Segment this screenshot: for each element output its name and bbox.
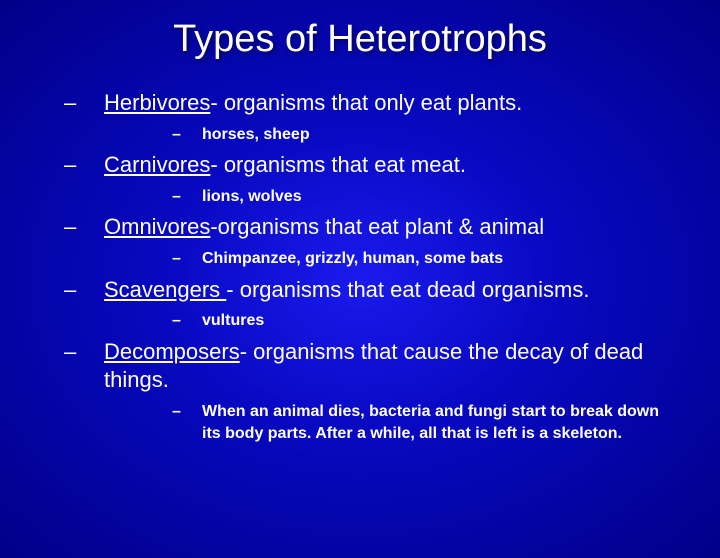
bullet-dash: – [64,151,104,180]
term: Herbivores [104,90,210,115]
sub-bullet-dash: – [172,186,202,208]
item-text: Carnivores- organisms that eat meat. [104,151,680,180]
content-area: – Herbivores- organisms that only eat pl… [0,89,720,444]
definition: - organisms that only eat plants. [210,90,522,115]
item-row: – Scavengers - organisms that eat dead o… [64,276,680,305]
list-item: – Omnivores-organisms that eat plant & a… [64,213,680,269]
sub-text: horses, sheep [202,124,680,146]
sub-text: vultures [202,310,680,332]
item-text: Herbivores- organisms that only eat plan… [104,89,680,118]
item-row: – Carnivores- organisms that eat meat. [64,151,680,180]
bullet-dash: – [64,89,104,118]
list-item: – Decomposers- organisms that cause the … [64,338,680,444]
sub-row: – Chimpanzee, grizzly, human, some bats [172,248,680,270]
item-row: – Decomposers- organisms that cause the … [64,338,680,395]
sub-bullet-dash: – [172,310,202,332]
list-item: – Scavengers - organisms that eat dead o… [64,276,680,332]
sub-text: When an animal dies, bacteria and fungi … [202,401,680,444]
sub-row: – When an animal dies, bacteria and fung… [172,401,680,444]
term: Carnivores [104,152,210,177]
item-row: – Omnivores-organisms that eat plant & a… [64,213,680,242]
definition: - organisms that eat dead organisms. [226,277,589,302]
item-row: – Herbivores- organisms that only eat pl… [64,89,680,118]
sub-text: Chimpanzee, grizzly, human, some bats [202,248,680,270]
list-item: – Herbivores- organisms that only eat pl… [64,89,680,145]
sub-text: lions, wolves [202,186,680,208]
term: Omnivores [104,214,210,239]
sub-row: – horses, sheep [172,124,680,146]
definition: - organisms that eat meat. [210,152,466,177]
sub-bullet-dash: – [172,401,202,423]
bullet-dash: – [64,276,104,305]
term: Scavengers [104,277,226,302]
item-text: Scavengers - organisms that eat dead org… [104,276,680,305]
definition: -organisms that eat plant & animal [210,214,544,239]
item-text: Decomposers- organisms that cause the de… [104,338,680,395]
term: Decomposers [104,339,240,364]
sub-bullet-dash: – [172,124,202,146]
sub-bullet-dash: – [172,248,202,270]
sub-row: – lions, wolves [172,186,680,208]
item-text: Omnivores-organisms that eat plant & ani… [104,213,680,242]
sub-row: – vultures [172,310,680,332]
bullet-dash: – [64,338,104,367]
list-item: – Carnivores- organisms that eat meat. –… [64,151,680,207]
slide-title: Types of Heterotrophs [0,18,720,61]
bullet-dash: – [64,213,104,242]
